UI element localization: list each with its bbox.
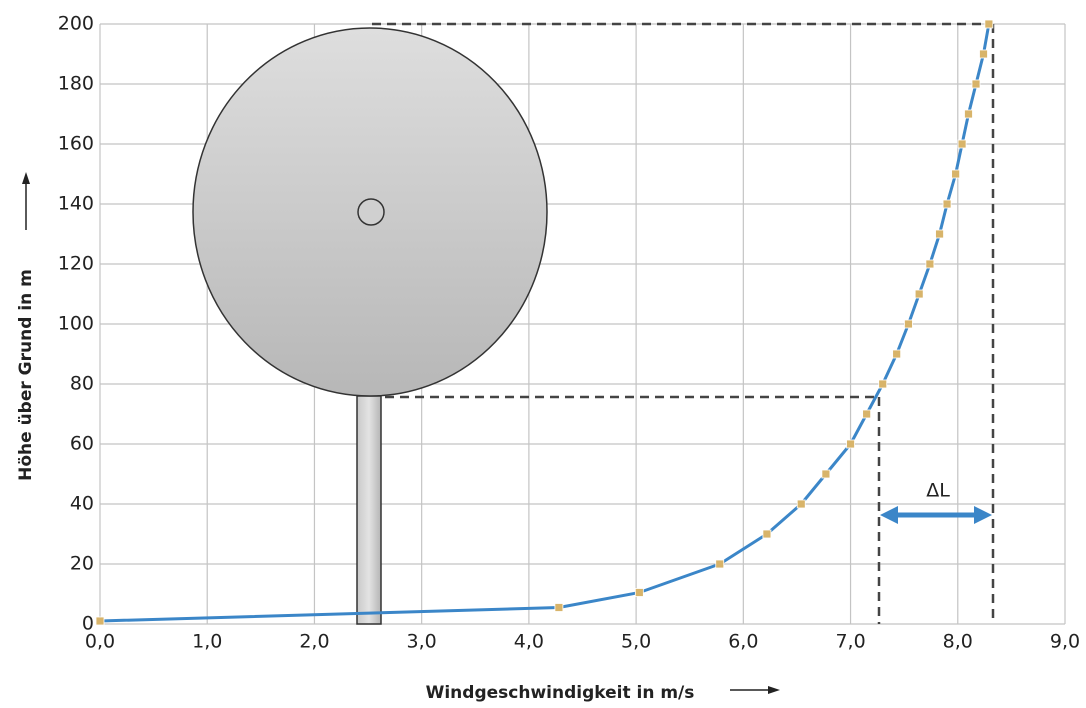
y-arrow-head	[22, 172, 30, 184]
x-tick-label: 6,0	[728, 631, 758, 653]
marker	[943, 200, 951, 208]
marker	[555, 604, 563, 612]
marker	[822, 470, 830, 478]
marker	[879, 380, 887, 388]
tower	[357, 396, 381, 624]
annotation: ΔL	[926, 480, 950, 502]
x-tick-label: 4,0	[514, 631, 544, 653]
y-tick-label: 40	[70, 493, 94, 515]
hub	[358, 199, 384, 225]
y-tick-label: 140	[58, 193, 94, 215]
marker	[797, 500, 805, 508]
marker	[904, 320, 912, 328]
marker	[863, 410, 871, 418]
marker	[893, 350, 901, 358]
marker	[635, 589, 643, 597]
y-tick-label: 200	[58, 13, 94, 35]
marker	[980, 50, 988, 58]
y-tick-label: 100	[58, 313, 94, 335]
marker	[965, 110, 973, 118]
x-tick-label: 8,0	[943, 631, 973, 653]
marker	[936, 230, 944, 238]
marker	[716, 560, 724, 568]
x-tick-label: 1,0	[192, 631, 222, 653]
marker	[952, 170, 960, 178]
chart: ΔL Windgeschwindigkeit in m/s Höhe über …	[0, 0, 1086, 708]
marker	[847, 440, 855, 448]
marker	[972, 80, 980, 88]
x-tick-label: 0,0	[85, 631, 115, 653]
x-tick-label: 7,0	[835, 631, 865, 653]
y-axis-label: Höhe über Grund in m	[16, 269, 36, 481]
x-axis-label: Windgeschwindigkeit in m/s	[426, 683, 695, 703]
marker	[763, 530, 771, 538]
x-tick-label: 5,0	[621, 631, 651, 653]
delta-arrow	[880, 506, 992, 524]
marker	[985, 20, 993, 28]
marker	[926, 260, 934, 268]
x-tick-label: 2,0	[299, 631, 329, 653]
x-tick-label: 9,0	[1050, 631, 1080, 653]
y-tick-label: 160	[58, 133, 94, 155]
marker	[96, 617, 104, 625]
marker	[958, 140, 966, 148]
y-tick-label: 120	[58, 253, 94, 275]
x-arrow-head	[768, 686, 780, 694]
y-tick-label: 80	[70, 373, 94, 395]
y-tick-label: 60	[70, 433, 94, 455]
y-tick-label: 180	[58, 73, 94, 95]
y-tick-label: 20	[70, 553, 94, 575]
marker	[915, 290, 923, 298]
x-tick-label: 3,0	[407, 631, 437, 653]
